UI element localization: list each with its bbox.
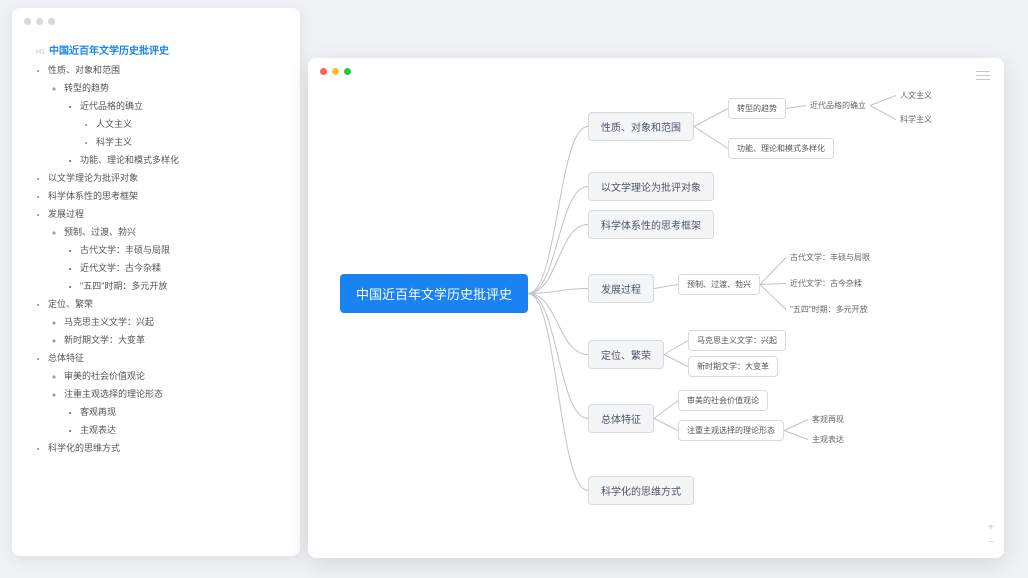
outline-item[interactable]: 古代文学：丰硕与局限 xyxy=(80,241,286,259)
mindmap-leaf-node[interactable]: 客观再现 xyxy=(808,412,848,427)
mindmap-leaf-node[interactable]: 主观表达 xyxy=(808,432,848,447)
mindmap-branch-node[interactable]: 定位、繁荣 xyxy=(588,340,664,369)
outline-item[interactable]: 客观再现 xyxy=(80,403,286,421)
outline-item[interactable]: 新时期文学：大变革 xyxy=(64,331,286,349)
outline-item[interactable]: 发展过程预制、过渡、勃兴古代文学：丰硕与局限近代文学：古今杂糅"五四"时期：多元… xyxy=(48,205,286,295)
outline-root-title[interactable]: 中国近百年文学历史批评史 xyxy=(36,42,286,57)
outline-item[interactable]: 主观表达 xyxy=(80,421,286,439)
mindmap-sub-node[interactable]: 审美的社会价值观论 xyxy=(678,390,768,411)
mindmap-window: 中国近百年文学历史批评史 性质、对象和范围以文学理论为批评对象科学体系性的思考框架… xyxy=(308,58,1004,558)
dot-icon xyxy=(36,18,43,25)
outline-item[interactable]: 科学体系性的思考框架 xyxy=(48,187,286,205)
outline-item[interactable]: 定位、繁荣马克思主义文学：兴起新时期文学：大变革 xyxy=(48,295,286,349)
mindmap-branch-node[interactable]: 以文学理论为批评对象 xyxy=(588,172,714,201)
outline-item[interactable]: 总体特征审美的社会价值观论注重主观选择的理论形态客观再现主观表达 xyxy=(48,349,286,439)
outline-item[interactable]: 转型的趋势近代品格的确立人文主义科学主义功能、理论和模式多样化 xyxy=(64,79,286,169)
mindmap-branch-node[interactable]: 发展过程 xyxy=(588,274,654,303)
outline-item[interactable]: 科学主义 xyxy=(96,133,286,151)
outline-item[interactable]: "五四"时期：多元开放 xyxy=(80,277,286,295)
zoom-in-icon[interactable]: + xyxy=(988,522,994,533)
outline-item[interactable]: 人文主义 xyxy=(96,115,286,133)
mindmap-leaf-node[interactable]: 科学主义 xyxy=(896,112,936,127)
outline-window: 中国近百年文学历史批评史 性质、对象和范围转型的趋势近代品格的确立人文主义科学主… xyxy=(12,8,300,556)
outline-item[interactable]: 近代文学：古今杂糅 xyxy=(80,259,286,277)
mindmap-leaf-node[interactable]: "五四"时期：多元开放 xyxy=(786,302,872,317)
outline-tree: 性质、对象和范围转型的趋势近代品格的确立人文主义科学主义功能、理论和模式多样化以… xyxy=(26,61,286,457)
mindmap-branch-node[interactable]: 总体特征 xyxy=(588,404,654,433)
mindmap-canvas[interactable]: 中国近百年文学历史批评史 性质、对象和范围以文学理论为批评对象科学体系性的思考框架… xyxy=(308,58,1004,558)
mindmap-branch-node[interactable]: 科学体系性的思考框架 xyxy=(588,210,714,239)
outline-item[interactable]: 预制、过渡、勃兴古代文学：丰硕与局限近代文学：古今杂糅"五四"时期：多元开放 xyxy=(64,223,286,295)
outline-item[interactable]: 性质、对象和范围转型的趋势近代品格的确立人文主义科学主义功能、理论和模式多样化 xyxy=(48,61,286,169)
window-controls xyxy=(24,18,55,25)
mindmap-sub-node[interactable]: 马克思主义文学：兴起 xyxy=(688,330,786,351)
outline-item[interactable]: 科学化的思维方式 xyxy=(48,439,286,457)
outline-item[interactable]: 功能、理论和模式多样化 xyxy=(80,151,286,169)
mindmap-branch-node[interactable]: 性质、对象和范围 xyxy=(588,112,694,141)
outline-item[interactable]: 以文学理论为批评对象 xyxy=(48,169,286,187)
outline-item[interactable]: 注重主观选择的理论形态客观再现主观表达 xyxy=(64,385,286,439)
mindmap-sub-node[interactable]: 功能、理论和模式多样化 xyxy=(728,138,834,159)
zoom-out-icon[interactable]: − xyxy=(988,537,994,548)
outline-item[interactable]: 审美的社会价值观论 xyxy=(64,367,286,385)
mindmap-sub-node[interactable]: 预制、过渡、勃兴 xyxy=(678,274,760,295)
outline-item[interactable]: 马克思主义文学：兴起 xyxy=(64,313,286,331)
mindmap-sub-node[interactable]: 注重主观选择的理论形态 xyxy=(678,420,784,441)
mindmap-leaf-node[interactable]: 人文主义 xyxy=(896,88,936,103)
mindmap-sub-node[interactable]: 转型的趋势 xyxy=(728,98,786,119)
mindmap-root-node[interactable]: 中国近百年文学历史批评史 xyxy=(340,274,528,313)
outline-item[interactable]: 近代品格的确立人文主义科学主义 xyxy=(80,97,286,151)
mindmap-branch-node[interactable]: 科学化的思维方式 xyxy=(588,476,694,505)
mindmap-leaf-node[interactable]: 近代品格的确立 xyxy=(806,98,870,113)
dot-icon xyxy=(24,18,31,25)
mindmap-leaf-node[interactable]: 古代文学：丰硕与局限 xyxy=(786,250,874,265)
mindmap-sub-node[interactable]: 新时期文学：大变革 xyxy=(688,356,778,377)
dot-icon xyxy=(48,18,55,25)
zoom-controls[interactable]: + − xyxy=(988,522,994,548)
mindmap-leaf-node[interactable]: 近代文学：古今杂糅 xyxy=(786,276,866,291)
